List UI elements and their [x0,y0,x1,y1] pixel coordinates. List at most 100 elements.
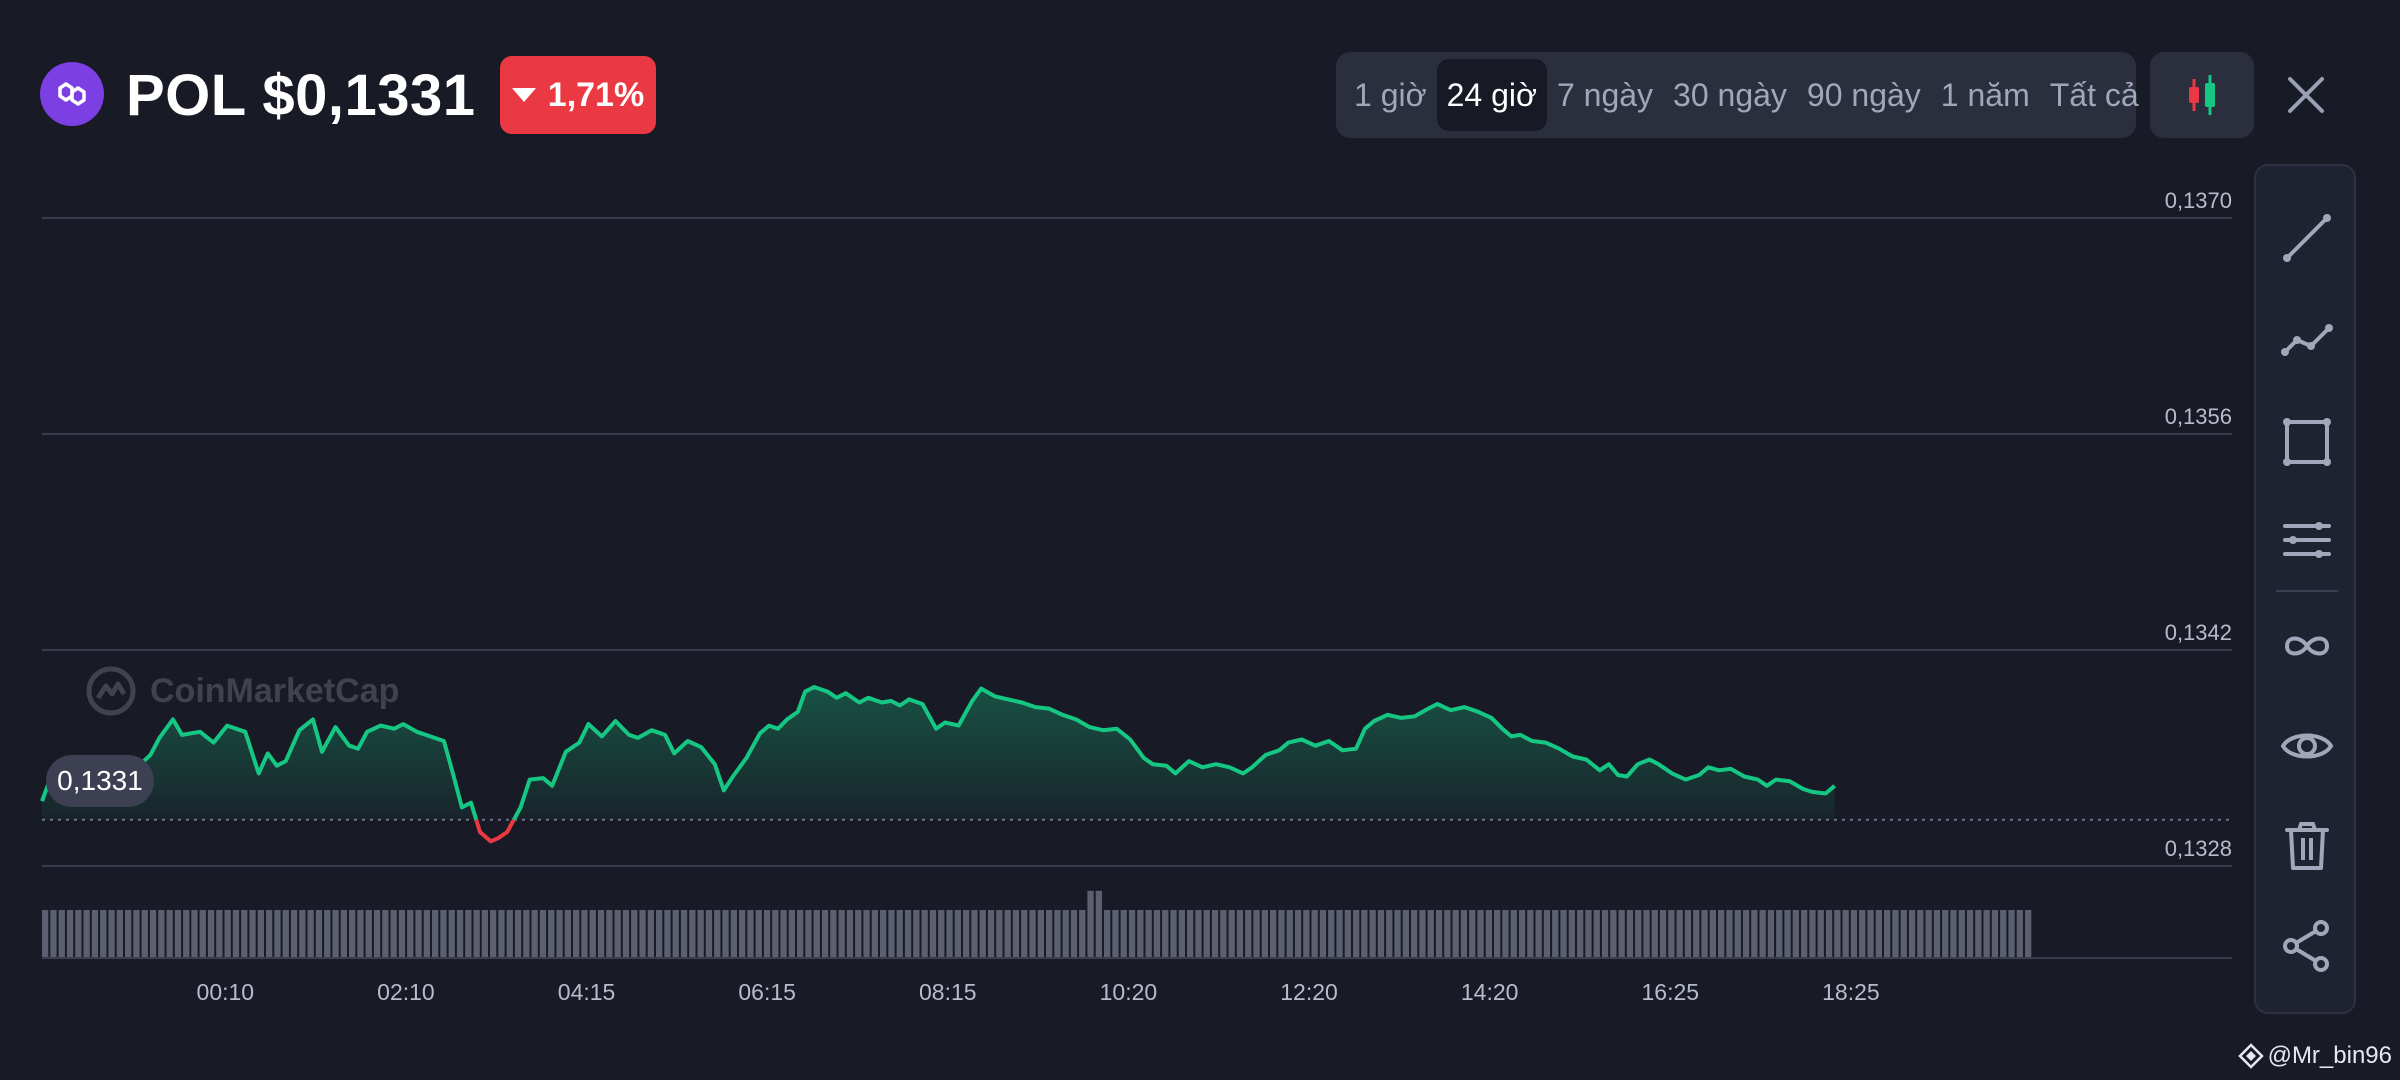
volume-bar [1311,910,1318,958]
volume-bar [141,910,148,958]
volume-bar [664,910,671,958]
volume-bar [1618,910,1625,958]
volume-bar [1270,910,1277,958]
volume-bar [1676,910,1683,958]
volume-bar [407,910,414,958]
volume-bar [1377,910,1385,958]
volume-bar [1427,910,1434,958]
candlestick-icon [2189,75,2215,115]
volume-bar [772,910,779,958]
volume-bar [1153,910,1161,958]
volume-bar [1776,910,1783,958]
volume-bar [207,910,215,958]
volume-bar [730,910,737,958]
volume-bar [1469,910,1476,958]
volume-bar [821,910,829,958]
volume-bar [166,910,173,958]
volume-bar [133,910,140,958]
delete-tool[interactable] [2275,814,2339,878]
volume-bar [1062,910,1069,958]
trend-line-tool[interactable] [2275,206,2339,270]
volume-bar [1419,910,1426,958]
range-tab-4[interactable]: 90 ngày [1806,77,1921,113]
volume-bar [224,910,231,958]
volume-bar [1527,910,1534,958]
volume-bar [1137,910,1144,958]
volume-bar [1294,910,1302,958]
range-tab-6[interactable]: Tất cả [2049,77,2139,113]
toolbar-divider [2276,590,2338,592]
share-tool[interactable] [2275,914,2339,978]
volume-bar [987,910,995,958]
volume-bar [780,910,787,958]
volume-bar [307,910,314,958]
volume-bar [1726,910,1733,958]
volume-bar [1079,910,1086,958]
volume-bar [440,910,447,958]
volume-bar [1087,890,1094,958]
volume-bar [1834,910,1841,958]
y-tick-label-3: 0,1328 [2165,836,2232,861]
volume-bar [531,910,538,958]
horizontal-lines-tool[interactable] [2275,510,2339,574]
rectangle-tool[interactable] [2275,410,2339,474]
candlestick-toggle-button[interactable] [2150,52,2254,138]
range-tab-0[interactable]: 1 giờ [1354,77,1427,113]
volume-bar [963,910,970,958]
volume-bar [274,910,281,958]
volume-bar [581,910,588,958]
x-tick-label-8: 16:25 [1641,979,1699,1005]
polygon-logo-icon [40,62,104,126]
price-change-badge: 1,71% [500,56,656,134]
volume-bar [232,910,240,958]
volume-bar [1734,910,1741,958]
volume-bar [1245,910,1252,958]
volume-bar [1261,910,1268,958]
volume-bar [556,910,563,958]
volume-bar [432,910,439,958]
polyline-tool[interactable] [2275,308,2339,372]
volume-bar [1369,910,1376,958]
volume-bar [739,910,746,958]
volume-bar [1693,910,1700,958]
range-tab-2[interactable]: 7 ngày [1556,77,1654,113]
volume-bar [1203,910,1210,958]
volume-bar [456,910,464,958]
range-tab-5[interactable]: 1 năm [1940,77,2030,113]
volume-bar [1842,910,1849,958]
volume-bar [755,910,762,958]
volume-bar [448,910,455,958]
volume-bar [514,910,522,958]
x-tick-label-4: 08:15 [919,979,977,1005]
range-tab-3[interactable]: 30 ngày [1673,77,1787,113]
volume-bar [2008,910,2015,958]
volume-bar [614,910,621,958]
infinity-tool[interactable] [2275,614,2339,678]
volume-bar [1825,910,1833,958]
volume-bar [1958,910,1965,958]
price-chart[interactable]: 0,1370 0,1356 0,1342 0,1328 00:10 02:10 04:15 0… [0,150,2250,1030]
volume-bar [1070,910,1078,958]
volume-bar [606,910,613,958]
volume-bar [1046,910,1053,958]
x-tick-label-5: 10:20 [1100,979,1158,1005]
signature: @Mr_bin96 [2237,1042,2392,1070]
volume-bar [1983,910,1990,958]
volume-bar [340,910,347,958]
volume-bar [42,910,49,958]
volume-bar [1485,910,1492,958]
volume-bar [290,910,298,958]
volume-bar [863,910,870,958]
volume-bar [880,910,887,958]
drawing-toolbar [2254,164,2356,1014]
volume-bar [50,910,57,958]
watermark: CoinMarketCap [84,664,399,718]
volume-bar [996,910,1003,958]
volume-bar [855,910,862,958]
x-tick-label-7: 14:20 [1461,979,1519,1005]
visibility-tool[interactable] [2275,714,2339,778]
range-tab-1[interactable]: 24 giờ [1436,59,1547,131]
close-button[interactable] [2274,60,2338,130]
volume-bar [2000,910,2007,958]
volume-bar [1344,910,1351,958]
